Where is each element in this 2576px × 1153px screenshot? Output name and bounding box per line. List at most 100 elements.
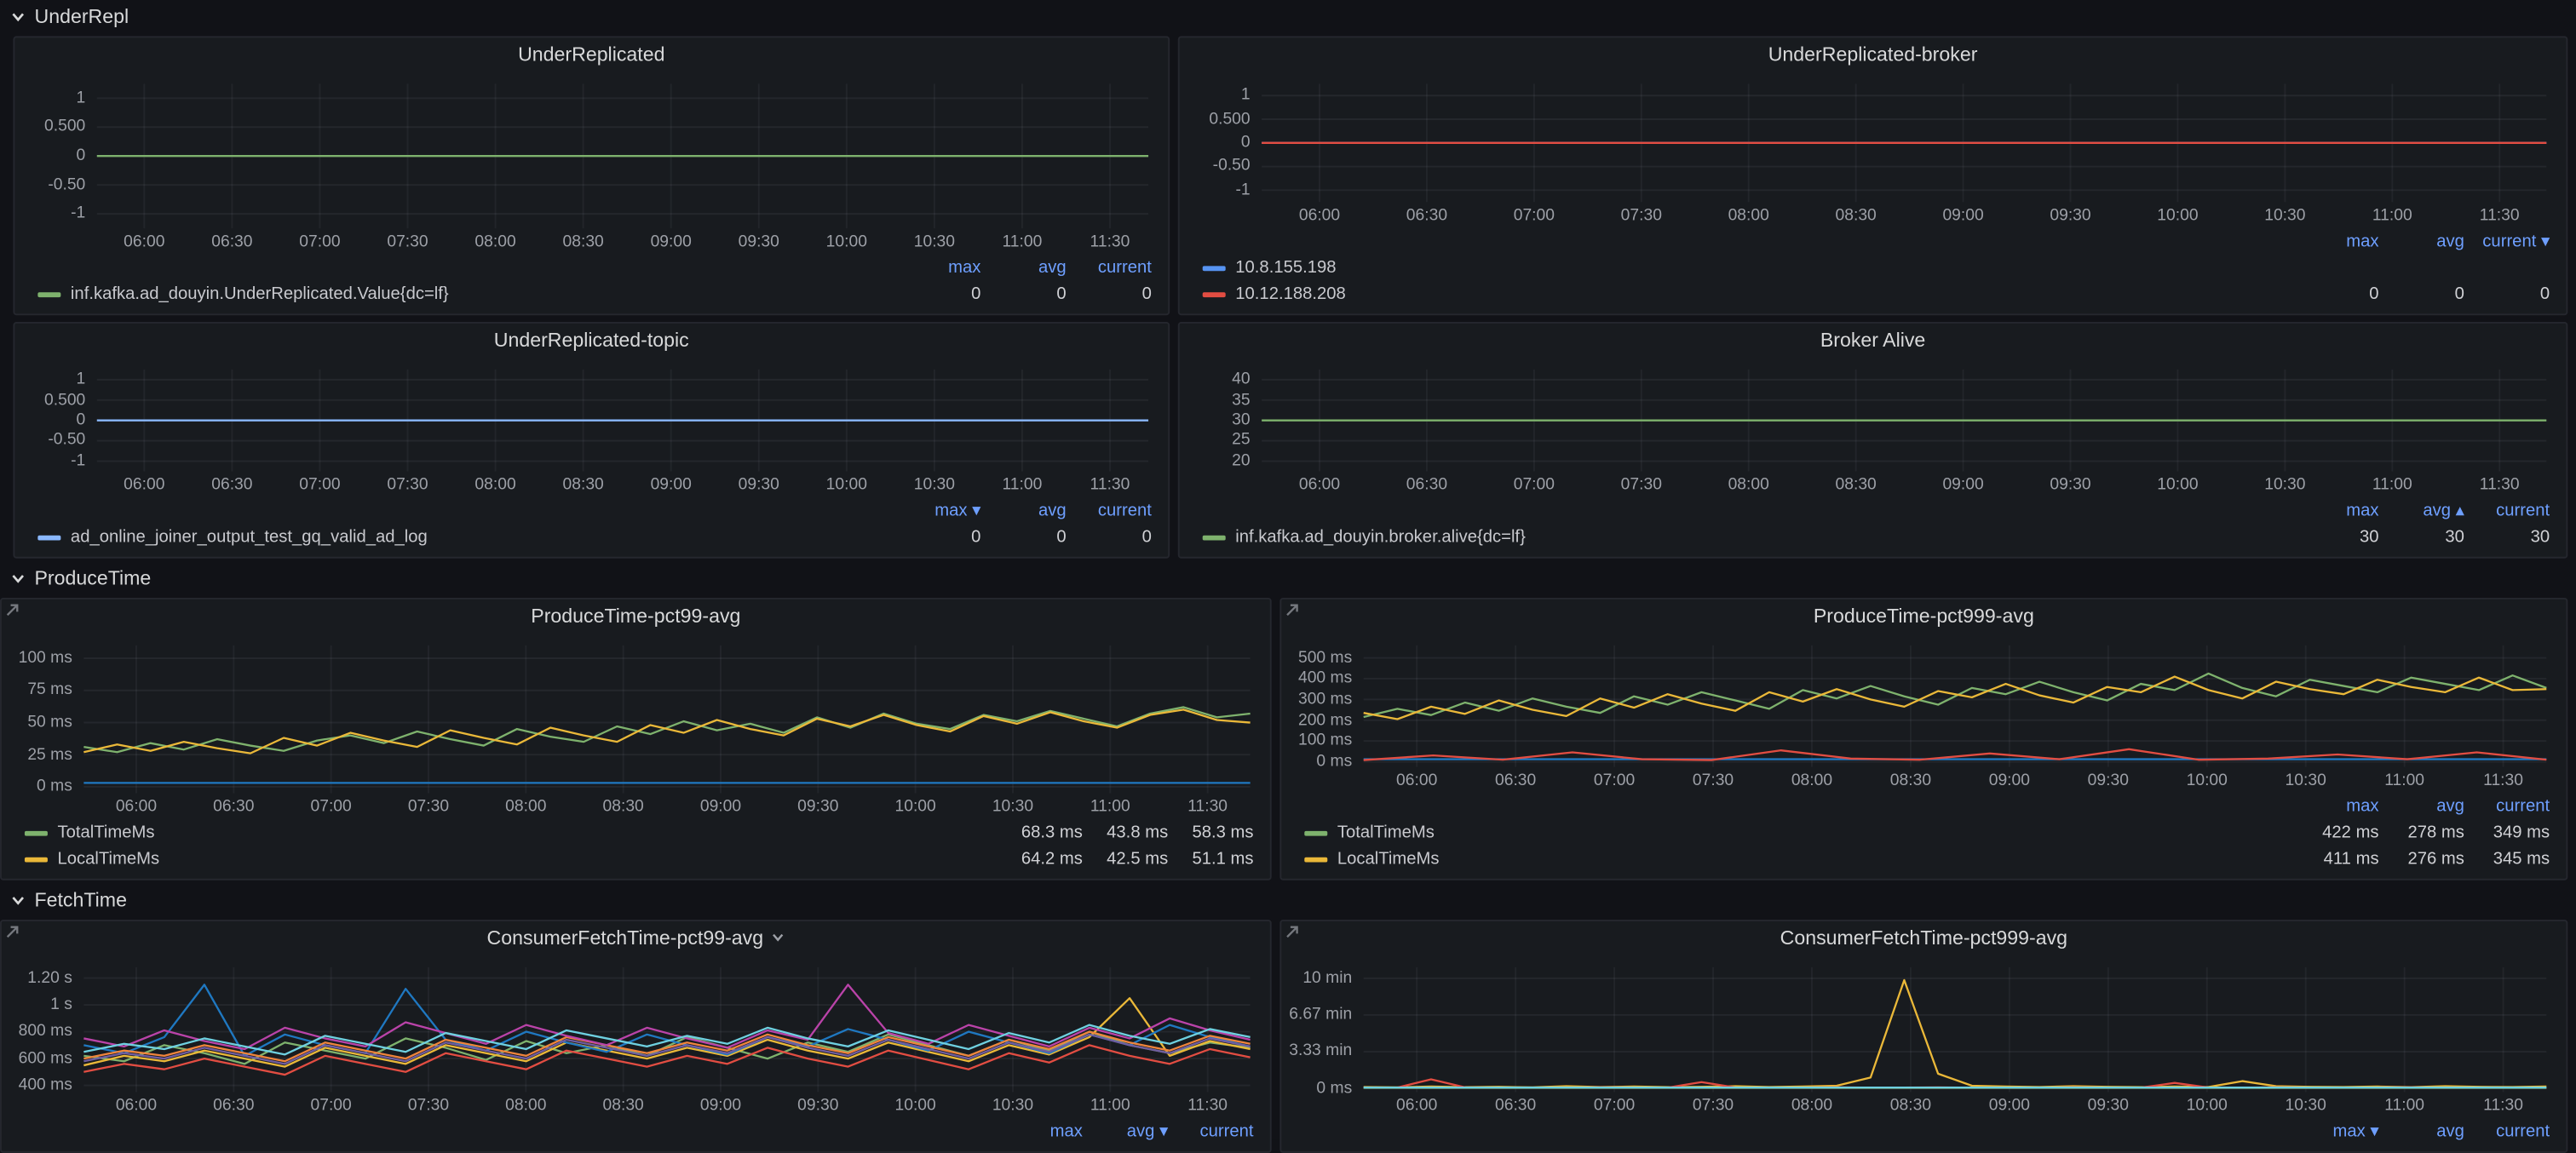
x-axis-label: 10:30 bbox=[2264, 206, 2306, 226]
legend-sort-col[interactable]: max ▾ bbox=[2332, 1121, 2379, 1142]
legend-sort-col[interactable]: max ▾ bbox=[934, 501, 981, 521]
panel-title[interactable]: ConsumerFetchTime-pct99-avg bbox=[2, 921, 1270, 953]
legend-series-name[interactable]: ad_online_joiner_output_test_gq_valid_ad… bbox=[70, 527, 428, 548]
panel-title[interactable]: UnderReplicated-broker bbox=[1180, 37, 2567, 69]
legend-value: 30 bbox=[2445, 527, 2464, 548]
legend-row: TotalTimeMs 422 ms 278 ms 349 ms bbox=[1304, 819, 2550, 846]
row-header-fetchtime[interactable]: FetchTime bbox=[3, 885, 127, 915]
panel-link-icon[interactable] bbox=[5, 925, 20, 939]
legend-sort-col[interactable]: current bbox=[1097, 501, 1152, 521]
y-axis-label: -0.50 bbox=[1212, 157, 1251, 176]
y-axis-label: -1 bbox=[71, 204, 86, 223]
y-axis-label: 0 ms bbox=[1316, 1079, 1353, 1098]
legend-sort-col[interactable]: current bbox=[2496, 796, 2550, 817]
x-axis-label: 06:00 bbox=[1298, 206, 1341, 226]
panel-title[interactable]: ProduceTime-pct999-avg bbox=[1281, 599, 2566, 631]
legend-row: LocalTimeMs 411 ms 276 ms 345 ms bbox=[1304, 846, 2550, 872]
legend-sort-col[interactable]: avg bbox=[2436, 796, 2464, 817]
legend-sort-col[interactable]: max bbox=[2346, 796, 2379, 817]
legend-series-name[interactable]: TotalTimeMs bbox=[57, 823, 155, 843]
y-axis-label: 0 ms bbox=[1316, 752, 1353, 772]
legend-series-name[interactable]: LocalTimeMs bbox=[1337, 849, 1440, 869]
x-axis-label: 08:00 bbox=[474, 232, 516, 252]
chart-underreplicated-topic[interactable]: 1 0.500 0 -0.50 -1 06:00 06:30 07:00 07:30 08:00 0… bbox=[21, 356, 1159, 494]
chart-producetime-pct999[interactable]: 500 ms 400 ms 300 ms 200 ms 100 ms 0 ms 06:00 0… bbox=[1288, 632, 2556, 790]
x-axis-label: 08:00 bbox=[505, 1097, 547, 1116]
legend: max avg ▾ current bbox=[2, 1115, 1270, 1150]
panel-title[interactable]: Broker Alive bbox=[1180, 324, 2567, 355]
legend-sort-col[interactable]: current bbox=[1199, 1121, 1254, 1142]
legend-series-name[interactable]: LocalTimeMs bbox=[57, 849, 160, 869]
series-color-swatch bbox=[1304, 829, 1328, 835]
panel-consumerfetchtime-pct99: ConsumerFetchTime-pct99-avg 1.20 s 1 s 800… bbox=[0, 919, 1272, 1153]
legend-sort-col[interactable]: avg bbox=[1038, 501, 1067, 521]
x-axis-label: 10:30 bbox=[992, 798, 1034, 817]
panel-title[interactable]: UnderReplicated-topic bbox=[14, 324, 1168, 355]
legend-series-name[interactable]: 10.12.188.208 bbox=[1235, 284, 1346, 304]
y-axis-label: 0.500 bbox=[44, 118, 86, 136]
x-axis-label: 10:30 bbox=[2285, 1097, 2326, 1116]
chart-underreplicated[interactable]: 1 0.500 0 -0.50 -1 06:00 06:30 07:00 07:30 08:00 0… bbox=[21, 71, 1159, 251]
legend-sort-col[interactable]: current bbox=[1097, 257, 1152, 278]
panel-title[interactable]: UnderReplicated bbox=[14, 37, 1168, 69]
chart-canvas bbox=[1262, 369, 2547, 472]
legend-value: 58.3 ms bbox=[1192, 823, 1254, 843]
legend-sort-col[interactable]: current ▾ bbox=[2482, 231, 2550, 252]
legend-series-name[interactable]: inf.kafka.ad_douyin.broker.alive{dc=lf} bbox=[1235, 527, 1526, 548]
x-axis-label: 08:00 bbox=[1791, 772, 1833, 790]
panel-producetime-pct99: ProduceTime-pct99-avg 100 ms 75 ms 50 ms 25… bbox=[0, 597, 1272, 881]
x-axis-label: 07:30 bbox=[387, 476, 428, 495]
series-line bbox=[83, 1030, 1251, 1063]
chart-consumerfetchtime-pct999[interactable]: 10 min 6.67 min 3.33 min 0 ms 06:00 06:30 07:0… bbox=[1288, 954, 2556, 1115]
legend-sort-col[interactable]: max bbox=[2346, 501, 2379, 521]
legend-series-name[interactable]: TotalTimeMs bbox=[1337, 823, 1435, 843]
legend-sort-col[interactable]: avg bbox=[1038, 257, 1067, 278]
legend-sort-col[interactable]: avg bbox=[2436, 1121, 2464, 1142]
legend: TotalTimeMs 68.3 ms 43.8 ms 58.3 ms LocalTim… bbox=[2, 816, 1270, 878]
legend-sort-col[interactable]: max bbox=[1049, 1121, 1083, 1142]
legend-sort-col[interactable]: avg ▴ bbox=[2423, 501, 2464, 521]
legend-series-name[interactable]: 10.8.155.198 bbox=[1235, 257, 1337, 278]
y-axis-label: 100 ms bbox=[18, 649, 72, 668]
chart-producetime-pct99[interactable]: 100 ms 75 ms 50 ms 25 ms 0 ms 06:00 06:30 07:00… bbox=[9, 632, 1261, 816]
legend-sort-col[interactable]: current bbox=[2496, 1121, 2550, 1142]
panel-link-icon[interactable] bbox=[1285, 603, 1299, 617]
chart-consumerfetchtime-pct99[interactable]: 1.20 s 1 s 800 ms 600 ms 400 ms 06:00 06:30 07:… bbox=[9, 954, 1261, 1115]
x-axis-label: 08:30 bbox=[602, 798, 644, 817]
x-axis-label: 09:00 bbox=[699, 1097, 742, 1116]
x-axis-label: 09:30 bbox=[2087, 772, 2129, 790]
x-axis-label: 09:00 bbox=[1988, 1097, 2030, 1116]
chart-underreplicated-broker[interactable]: 1 0.500 0 -0.50 -1 06:00 06:30 07:00 07:30 08:00 0… bbox=[1186, 71, 2556, 225]
panel-link-icon[interactable] bbox=[1285, 925, 1299, 939]
x-axis-label: 11:30 bbox=[2483, 772, 2524, 790]
panel-title-text: ConsumerFetchTime-pct99-avg bbox=[486, 925, 764, 949]
y-axis-label: -0.50 bbox=[48, 175, 86, 194]
row-header-underrepl[interactable]: UnderRepl bbox=[3, 2, 129, 32]
legend-sort-col[interactable]: current bbox=[2496, 501, 2550, 521]
chart-broker-alive[interactable]: 40 35 30 25 20 06:00 06:30 07:00 07:30 08:00 08:30… bbox=[1186, 356, 2556, 494]
x-axis-label: 06:00 bbox=[1396, 772, 1438, 790]
panel-title[interactable]: ConsumerFetchTime-pct999-avg bbox=[1281, 921, 2566, 953]
row-header-producetime[interactable]: ProduceTime bbox=[3, 563, 151, 593]
series-color-swatch bbox=[1202, 534, 1226, 540]
chart-canvas bbox=[1363, 645, 2547, 767]
x-axis-label: 08:00 bbox=[1728, 206, 1769, 226]
legend-sort-col[interactable]: max bbox=[948, 257, 981, 278]
x-axis-label: 10:30 bbox=[913, 476, 956, 495]
legend-sort-col[interactable]: avg bbox=[2436, 231, 2464, 252]
x-axis-label: 06:00 bbox=[115, 798, 158, 817]
legend-value: 0 bbox=[971, 284, 981, 304]
panel-link-icon[interactable] bbox=[5, 603, 20, 617]
legend-series-name[interactable]: inf.kafka.ad_douyin.UnderReplicated.Valu… bbox=[70, 284, 449, 304]
legend-sort-col[interactable]: avg ▾ bbox=[1126, 1121, 1169, 1142]
panel-title[interactable]: ProduceTime-pct99-avg bbox=[2, 599, 1270, 631]
x-axis-label: 06:00 bbox=[115, 1097, 158, 1116]
chevron-down-icon bbox=[12, 13, 25, 22]
x-axis-label: 11:00 bbox=[1002, 476, 1043, 495]
legend-sort-col[interactable]: max bbox=[2346, 231, 2379, 252]
x-axis-label: 07:00 bbox=[310, 1097, 352, 1116]
legend-value: 0 bbox=[2369, 284, 2379, 304]
x-axis-label: 06:30 bbox=[1406, 476, 1448, 495]
x-axis-label: 09:00 bbox=[1942, 476, 1984, 495]
y-axis-label: 1.20 s bbox=[27, 968, 72, 988]
